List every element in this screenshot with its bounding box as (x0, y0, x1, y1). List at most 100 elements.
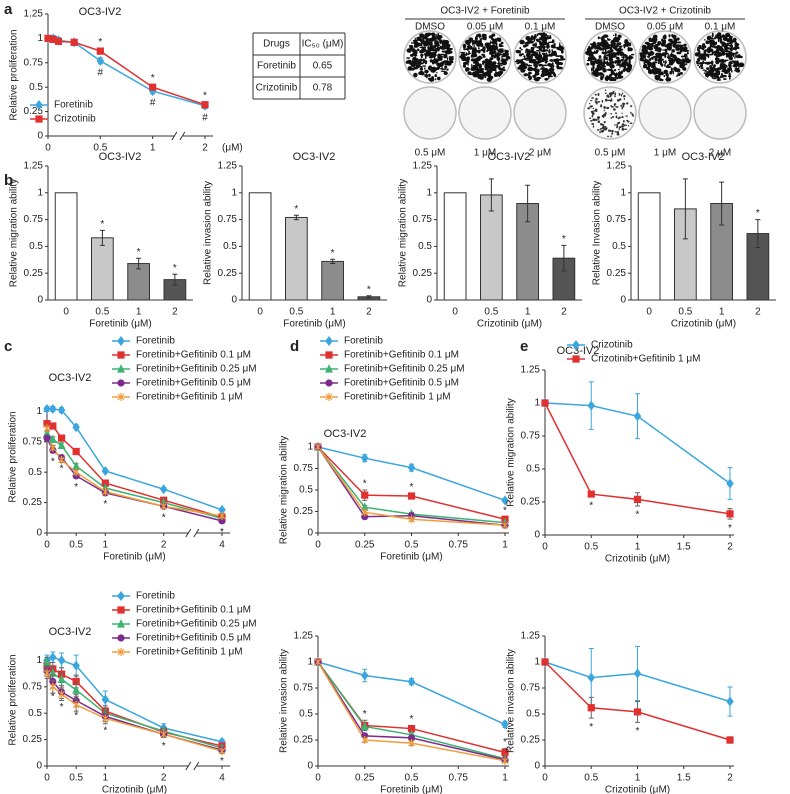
colony (679, 49, 683, 53)
colony (603, 125, 607, 128)
colony (424, 59, 428, 65)
error-bar (719, 181, 725, 226)
colony (714, 36, 717, 40)
colony (725, 50, 731, 53)
colony (589, 43, 596, 46)
colony (607, 129, 611, 132)
colony (425, 73, 428, 79)
colony (549, 59, 554, 62)
error-bar (293, 214, 299, 221)
error-bar (99, 229, 105, 246)
colony (413, 45, 416, 48)
x-tick-label: 0 (646, 307, 652, 318)
marker (361, 491, 369, 499)
table-cell: 0.78 (313, 83, 333, 94)
colony (552, 64, 555, 68)
colony (643, 64, 646, 69)
colony (430, 68, 436, 73)
significance-mark: * (103, 499, 107, 510)
colony (405, 60, 409, 64)
colony (551, 49, 553, 51)
significance-mark: * (137, 247, 141, 258)
colony (419, 49, 425, 54)
colony (472, 52, 478, 58)
colony (672, 44, 674, 47)
x-tick-label: 0.5 (484, 307, 498, 318)
y-tick-label: 1.25 (294, 631, 314, 642)
colony (725, 55, 728, 58)
colony (413, 51, 418, 55)
colony (601, 99, 604, 103)
colony (716, 76, 719, 78)
series-line (544, 661, 731, 703)
legend-marker (117, 351, 125, 359)
colony (416, 43, 420, 45)
colony (605, 98, 608, 102)
marker (633, 411, 642, 422)
colony (721, 34, 725, 38)
colony (491, 54, 493, 58)
colony (555, 66, 560, 68)
colony (715, 50, 720, 54)
colony (701, 48, 705, 51)
x-tick-label: 0 (542, 773, 548, 784)
x-tick-label: 0.5 (678, 307, 692, 318)
colony (639, 56, 644, 62)
colony (715, 71, 721, 74)
significance-mark: * (363, 709, 367, 720)
colony (652, 55, 657, 59)
significance-mark: * (74, 482, 78, 493)
colony (502, 66, 506, 69)
colony (525, 59, 530, 61)
colony (608, 92, 613, 96)
colony (679, 71, 684, 75)
series-line (317, 446, 506, 524)
legend-marker (35, 115, 43, 123)
colony (597, 120, 601, 124)
colony (619, 70, 621, 74)
colony (474, 36, 478, 41)
colony (704, 53, 707, 57)
colony (539, 68, 545, 70)
colony (607, 135, 610, 138)
significance-mark: * (103, 725, 107, 736)
colony (625, 115, 629, 117)
colony (591, 112, 595, 116)
colony (610, 54, 617, 58)
colony (727, 54, 732, 58)
colony (472, 48, 478, 54)
colony (665, 65, 672, 69)
y-tick-label: 0 (231, 295, 237, 306)
colony (643, 62, 646, 66)
colony (598, 48, 603, 51)
colony (408, 45, 412, 47)
colony (497, 53, 502, 55)
colony (605, 54, 611, 57)
colony (436, 76, 441, 81)
table-header: Drugs (263, 39, 290, 50)
colony (542, 57, 549, 62)
colony (477, 47, 480, 49)
colony (734, 41, 738, 44)
colony (591, 97, 595, 99)
colony (478, 63, 482, 68)
colony (658, 40, 661, 43)
colony (704, 45, 707, 49)
x-tick-label: 1 (330, 307, 336, 318)
y-tick-label: 0.25 (24, 268, 44, 279)
colony (439, 53, 446, 56)
colony (620, 93, 623, 97)
colony (623, 44, 626, 49)
colony (491, 61, 494, 64)
marker (587, 672, 595, 683)
colony (659, 72, 664, 76)
colony (466, 56, 471, 61)
y-tick-label: 1 (36, 655, 42, 666)
y-tick-label: 0.75 (24, 57, 44, 68)
y-tick-label: 0.75 (607, 214, 627, 225)
significance-mark: * (203, 90, 207, 101)
colony (698, 65, 701, 69)
colony (617, 68, 620, 71)
marker (160, 730, 168, 739)
marker (54, 37, 63, 45)
